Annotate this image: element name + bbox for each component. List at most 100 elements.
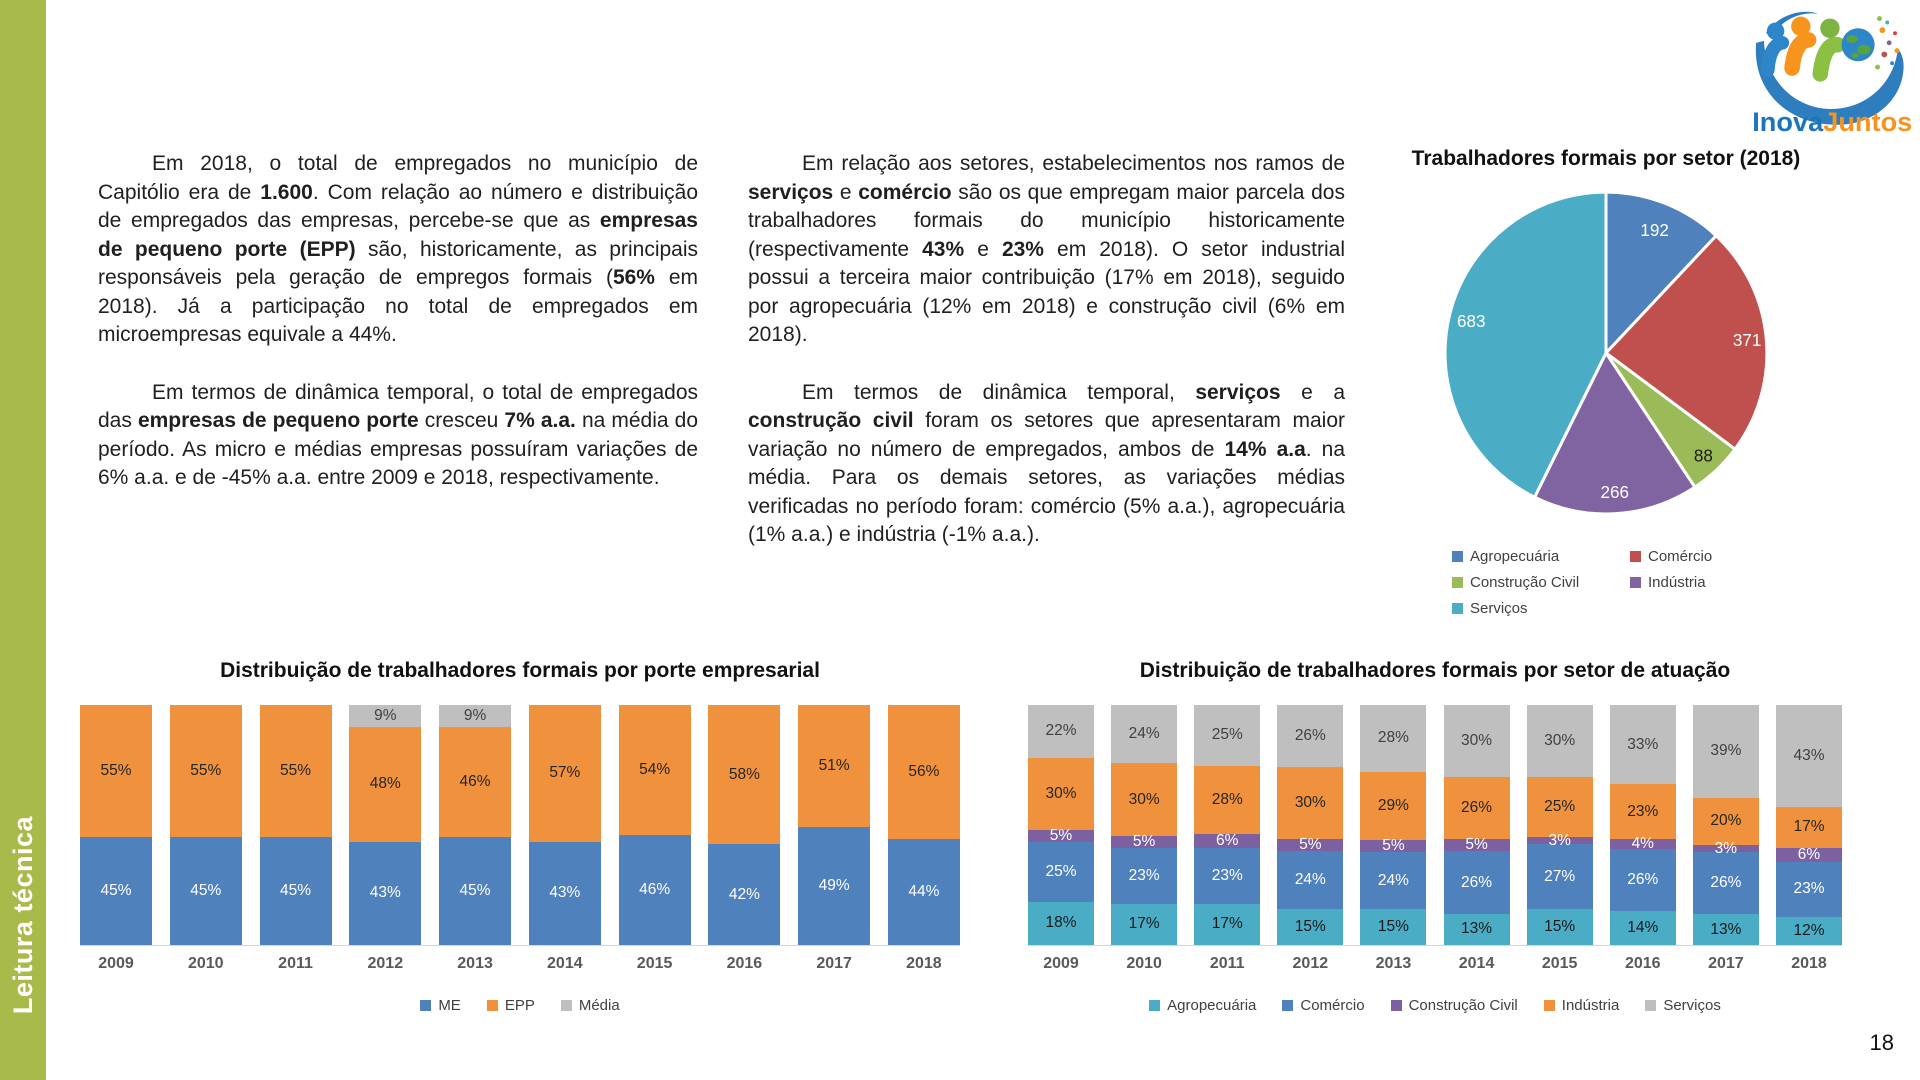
bar-value-label: 5% <box>1382 837 1405 855</box>
legend-label: ME <box>438 997 461 1014</box>
bar-segment-serviços: 30% <box>1526 705 1593 778</box>
stacked-bar-2014: 43% 57% <box>528 705 601 945</box>
bar-segment-comércio: 27% <box>1526 844 1593 909</box>
text-run: foram os setores que apresentaram maior … <box>748 409 1345 461</box>
bar-value-label: 43% <box>1793 747 1825 765</box>
paragraph: Em 2018, o total de empregados no municí… <box>98 150 698 350</box>
logo-person-blue-body <box>1761 36 1790 77</box>
bold-text-run: serviços <box>748 180 834 204</box>
pie-value-label: 266 <box>1601 483 1630 502</box>
bar-segment-comércio: 26% <box>1443 851 1510 914</box>
bar-segment-construção-civil: 6% <box>1775 846 1842 863</box>
pie-value-label: 192 <box>1640 221 1669 240</box>
axis-year-label: 2012 <box>367 955 404 972</box>
bar-value-label: 4% <box>1631 835 1654 853</box>
bold-text-run: 23% <box>1001 237 1044 261</box>
axis-year-label: 2013 <box>1375 955 1412 972</box>
legend-label: Serviços <box>1663 997 1721 1014</box>
bar-value-label: 27% <box>1544 867 1576 885</box>
bar-value-label: 30% <box>1045 784 1077 802</box>
bar-segment-me: 49% <box>798 827 871 945</box>
bar-value-label: 45% <box>280 882 312 899</box>
axis-year-label: 2018 <box>906 955 942 972</box>
logo-dot <box>1879 27 1886 34</box>
bar-segment-agropecuária: 15% <box>1277 909 1344 945</box>
text-run: . Com relação ao número e distribuição d… <box>98 180 698 233</box>
logo-dot <box>1875 64 1880 70</box>
axis-year-label: 2015 <box>636 955 673 972</box>
pie-value-label: 88 <box>1694 446 1713 465</box>
bar-value-label: 6% <box>1216 831 1239 849</box>
stacked-bar-2010: 17% 23% 5% 30% 24% <box>1111 705 1178 945</box>
bar-segment-agropecuária: 17% <box>1194 903 1261 945</box>
bar-segment-me: 45% <box>439 837 512 945</box>
axis-year-label: 2016 <box>726 955 763 972</box>
bar-segment-me: 42% <box>708 844 781 945</box>
text-run: . na média. Para os demais setores, as v… <box>748 437 1345 547</box>
axis-year-label: 2017 <box>816 955 852 972</box>
pie-value-label: 371 <box>1733 331 1762 350</box>
bar-segment-serviços: 25% <box>1194 705 1261 766</box>
legend-item: EPP <box>486 997 535 1014</box>
stacked-bar-2018: 44% 56% <box>887 705 960 945</box>
legend-label: Serviços <box>1470 600 1528 617</box>
bold-text-run: serviços <box>1195 380 1281 404</box>
bar-segment-serviços: 39% <box>1692 705 1759 798</box>
bar-segment-serviços: 28% <box>1360 705 1427 772</box>
logo-dot <box>1881 51 1888 58</box>
bar-segment-construção-civil: 3% <box>1526 832 1593 849</box>
legend-item: Indústria <box>1543 997 1620 1014</box>
bar-segment-agropecuária: 15% <box>1526 909 1593 945</box>
bold-text-run: construção civil <box>748 409 914 432</box>
bar-segment-construção-civil: 5% <box>1443 836 1510 853</box>
bar-segment-construção-civil: 3% <box>1692 840 1759 857</box>
bar-value-label: 26% <box>1461 873 1493 891</box>
text-run: Em relação aos setores, estabelecimentos… <box>802 152 1345 175</box>
bar-value-label: 55% <box>190 762 222 779</box>
bar-value-label: 42% <box>728 885 760 903</box>
paragraph: Em termos de dinâmica temporal, serviços… <box>748 379 1345 550</box>
bar-value-label: 33% <box>1627 735 1659 753</box>
legend-swatch <box>560 1000 572 1011</box>
sidebar-label: Leitura técnica <box>7 815 38 1015</box>
bar-segment-indústria: 30% <box>1028 757 1094 830</box>
axis-year-label: 2017 <box>1708 955 1744 972</box>
bar-segment-epp: 51% <box>798 705 871 828</box>
legend-swatch <box>486 1000 498 1011</box>
bar-segment-comércio: 23% <box>1194 848 1261 904</box>
pie-legend: Agropecuária Comércio Construção Civil Indú… <box>1388 548 1824 617</box>
text-run: são, historicamente, as principais respo… <box>98 237 699 290</box>
bar-segment-agropecuária: 12% <box>1775 916 1842 945</box>
logo-person-orange-head <box>1791 16 1811 37</box>
bar-value-label: 12% <box>1793 921 1825 939</box>
bar-value-label: 45% <box>190 882 222 899</box>
axis-year-label: 2010 <box>187 955 224 972</box>
legend-label: Indústria <box>1561 997 1620 1014</box>
bar-segment-epp: 55% <box>259 705 332 837</box>
bar-value-label: 22% <box>1045 722 1077 740</box>
logo-person-blue-head <box>1766 22 1785 40</box>
text-run: e <box>833 180 859 204</box>
legend-label: Média <box>578 997 620 1014</box>
legend-swatch <box>1149 1000 1161 1011</box>
logo-graphic: InovaJuntos <box>1752 11 1912 137</box>
bar-segment-construção-civil: 5% <box>1360 837 1427 854</box>
bar-segment-indústria: 30% <box>1111 763 1178 836</box>
logo-dot <box>1894 48 1900 54</box>
logo-swoosh <box>1755 40 1904 125</box>
bar-segment-indústria: 20% <box>1692 797 1759 846</box>
legend-label: Agropecuária <box>1167 997 1257 1014</box>
bold-text-run: 7% a.a. <box>504 409 576 432</box>
bar-chart-setor-axis: 2009 2010 2011 2012 2013 2014 2015 2016 2017 2018 <box>1028 955 1842 973</box>
bar-value-label: 13% <box>1461 920 1493 938</box>
bar-value-label: 45% <box>459 882 491 899</box>
bold-text-run: comércio <box>858 180 952 204</box>
legend-item: Média <box>560 997 620 1014</box>
stacked-bar-2016: 42% 58% <box>708 705 781 945</box>
bar-value-label: 39% <box>1710 742 1742 760</box>
bar-segment-me: 45% <box>259 837 332 945</box>
legend-swatch <box>1543 1000 1555 1011</box>
bar-value-label: 17% <box>1793 818 1825 836</box>
legend-item: Construção Civil <box>1390 997 1518 1014</box>
